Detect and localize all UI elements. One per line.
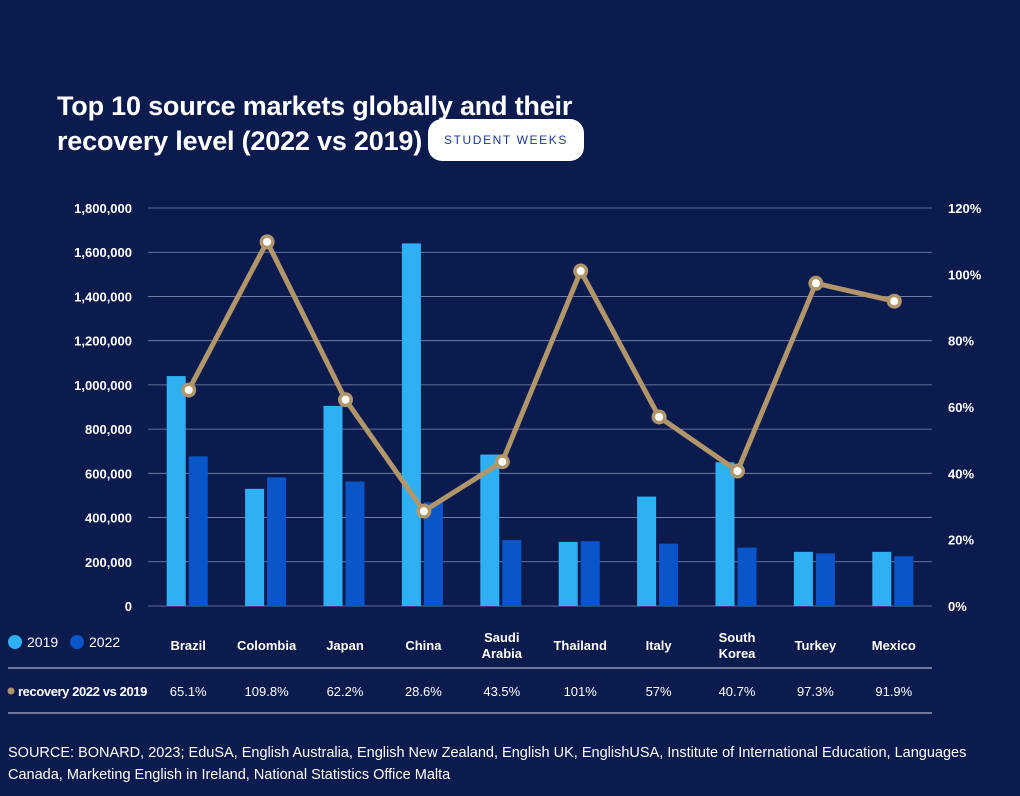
bar-2019: [715, 462, 735, 606]
category-label: Brazil: [170, 638, 205, 653]
y-left-tick-label: 800,000: [85, 422, 132, 437]
y-right-tick-label: 80%: [948, 334, 974, 349]
y-right-tick-label: 0%: [948, 599, 967, 614]
y-left-tick-label: 1,000,000: [74, 378, 132, 393]
recovery-line: [186, 239, 897, 514]
recovery-value-label: 28.6%: [405, 684, 442, 699]
bar-2019: [480, 454, 500, 606]
bar-2022: [345, 481, 365, 606]
y-left-tick-label: 600,000: [85, 466, 132, 481]
bar-2022: [815, 553, 835, 606]
recovery-value-label: 62.2%: [327, 684, 364, 699]
y-left-tick-label: 1,800,000: [74, 201, 132, 216]
chart-canvas: 0 200,000 400,000 600,000 800,000 1,000,000 1,…: [7, 201, 982, 714]
bar-2019: [323, 405, 343, 606]
legend-2019-swatch: [8, 635, 22, 649]
bar-2022: [580, 541, 600, 606]
y-left-tick-label: 0: [125, 599, 132, 614]
y-left-tick-label: 1,600,000: [74, 245, 132, 260]
legend-recovery-label: recovery 2022 vs 2019: [18, 684, 147, 699]
recovery-value-label: 40.7%: [719, 684, 756, 699]
bar-2019: [245, 488, 265, 606]
category-label: Japan: [326, 638, 364, 653]
recovery-point-center: [498, 457, 507, 466]
recovery-value-label: 97.3%: [797, 684, 834, 699]
recovery-value-label: 65.1%: [170, 684, 207, 699]
category-label-line: South: [719, 630, 756, 645]
chart-title: Top 10 source markets globally and their…: [57, 90, 584, 164]
bar-2019: [558, 541, 578, 606]
recovery-point-center: [341, 395, 350, 404]
bar-2022: [659, 543, 679, 606]
y-left-tick-label: 400,000: [85, 511, 132, 526]
recovery-value-label: 57%: [646, 684, 672, 699]
y-right-tick-label: 20%: [948, 533, 974, 548]
title-line-2: recovery level (2022 vs 2019) STUDENT WEE…: [57, 119, 584, 164]
title-line-1: Top 10 source markets globally and their: [57, 91, 573, 121]
source-label: SOURCE:: [8, 745, 75, 761]
bar-2022: [894, 556, 914, 606]
category-label: Thailand: [553, 638, 607, 653]
bar-2019: [401, 243, 421, 606]
bar-2022: [423, 502, 443, 606]
recovery-value-label: 43.5%: [483, 684, 520, 699]
y-left-tick-label: 1,200,000: [74, 334, 132, 349]
student-weeks-badge: STUDENT WEEKS: [428, 119, 584, 161]
y-left-tick-label: 200,000: [85, 555, 132, 570]
bar-2022: [188, 456, 208, 606]
source-note: SOURCE: BONARD, 2023; EduSA, English Aus…: [8, 742, 1008, 786]
legend-2022-label: 2022: [89, 634, 120, 650]
y-right-tick-label: 60%: [948, 400, 974, 415]
recovery-point-center: [655, 412, 664, 421]
category-label-line: Saudi: [484, 630, 519, 645]
y-right-tick-label: 120%: [948, 201, 982, 216]
category-label: China: [405, 638, 442, 653]
title-line-2-text: recovery level (2022 vs 2019): [57, 126, 422, 157]
bar-2019: [166, 376, 186, 606]
category-label-line: Arabia: [482, 646, 523, 661]
y-right-tick-label: 100%: [948, 267, 982, 282]
recovery-point-center: [263, 237, 272, 246]
category-label: Turkey: [795, 638, 837, 653]
recovery-point-center: [184, 386, 193, 395]
legend-recovery-swatch: [7, 687, 15, 695]
y-right-tick-label: 40%: [948, 466, 974, 481]
bar-2019: [793, 551, 813, 606]
bar-2022: [737, 547, 757, 606]
category-label: Mexico: [872, 638, 916, 653]
recovery-value-label: 91.9%: [875, 684, 912, 699]
bar-2022: [267, 477, 287, 606]
recovery-point-center: [811, 279, 820, 288]
recovery-value-label: 109.8%: [245, 684, 290, 699]
category-label-line: Korea: [719, 646, 757, 661]
source-text: BONARD, 2023; EduSA, English Australia, …: [8, 745, 967, 783]
bar-2019: [637, 496, 657, 606]
legend-2022-swatch: [70, 635, 84, 649]
recovery-point-center: [419, 507, 428, 516]
category-label: Colombia: [237, 638, 297, 653]
bar-2022: [502, 540, 522, 606]
legend-2019-label: 2019: [27, 634, 58, 650]
recovery-point-center: [576, 267, 585, 276]
recovery-point-center: [733, 467, 742, 476]
recovery-point-center: [890, 297, 899, 306]
category-label: Italy: [646, 638, 673, 653]
recovery-value-label: 101%: [564, 684, 598, 699]
bar-2019: [872, 551, 892, 606]
y-left-tick-label: 1,400,000: [74, 289, 132, 304]
